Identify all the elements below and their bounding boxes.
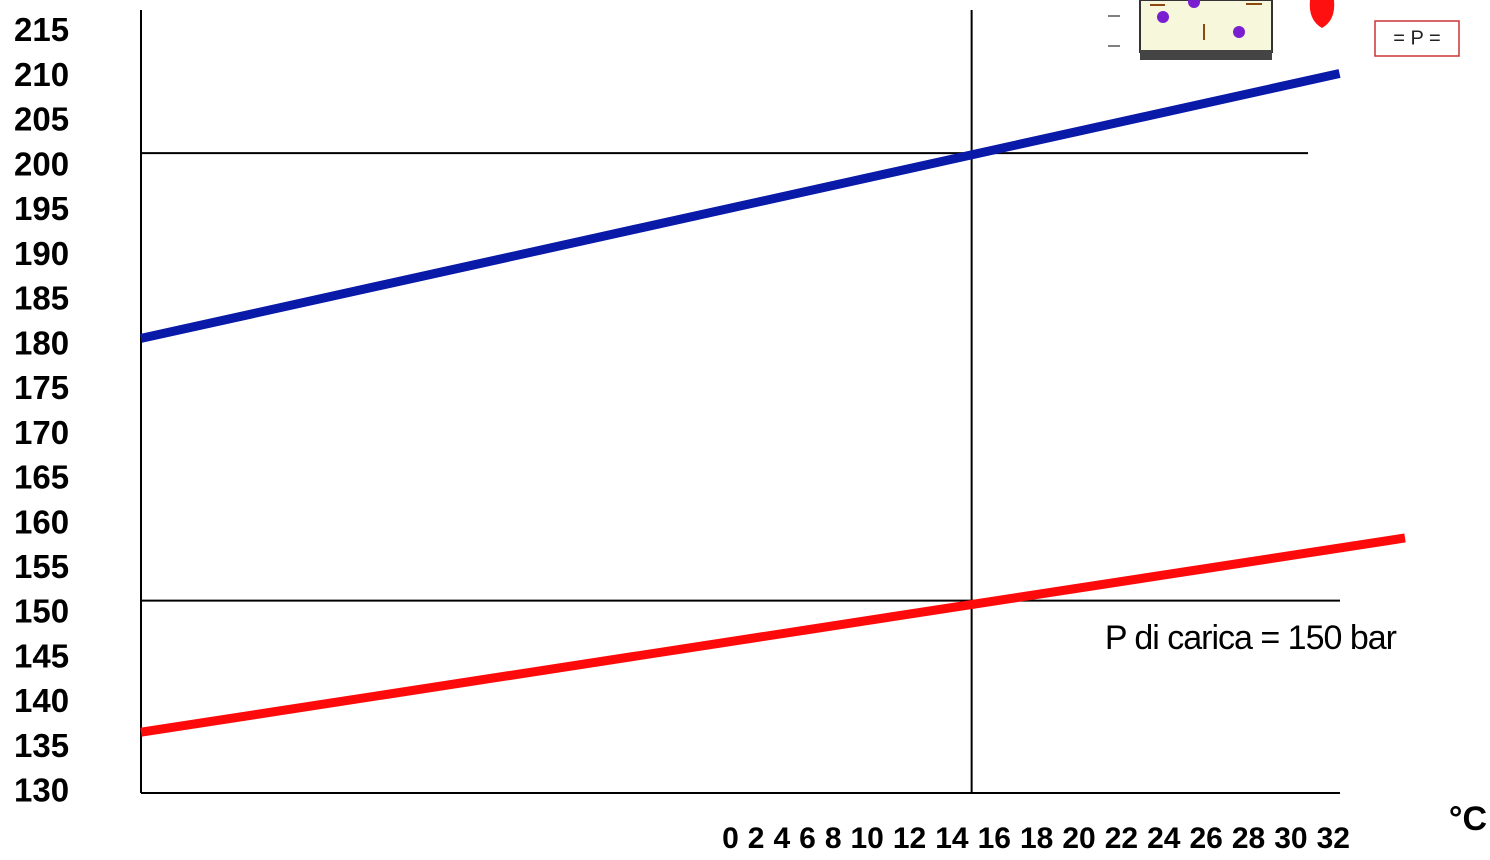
y-tick-label: 190 (14, 235, 69, 272)
y-tick-label: 185 (14, 280, 69, 317)
y-tick-label: 130 (14, 772, 69, 809)
container-icon (1108, 0, 1272, 60)
y-tick-label: 145 (14, 637, 69, 674)
x-tick-label: 30 (1274, 822, 1307, 855)
y-tick-label: 135 (14, 727, 69, 764)
x-tick-label: 32 (1317, 822, 1350, 855)
y-tick-label: 210 (14, 56, 69, 93)
x-tick-label: 0 (722, 822, 739, 855)
x-tick-label: 12 (893, 822, 926, 855)
y-tick-label: 215 (14, 11, 69, 48)
x-tick-label: 6 (799, 822, 816, 855)
x-tick-label: 2 (748, 822, 765, 855)
x-tick-label: 26 (1190, 822, 1223, 855)
x-tick-label: 14 (935, 822, 969, 855)
x-tick-label: 20 (1062, 822, 1095, 855)
chart: = P = P di carica = 150 bar °C 024681012… (0, 0, 1490, 855)
y-tick-label: 170 (14, 414, 69, 451)
y-tick-label: 155 (14, 548, 69, 585)
x-tick-label: 28 (1232, 822, 1265, 855)
y-tick-label: 200 (14, 145, 69, 182)
x-tick-label: 24 (1147, 822, 1181, 855)
series-line (141, 74, 1340, 339)
y-tick-label: 180 (14, 324, 69, 361)
y-tick-label: 160 (14, 503, 69, 540)
x-tick-label: 4 (773, 822, 790, 855)
y-tick-label: 140 (14, 682, 69, 719)
annotation: P di carica = 150 bar (1105, 619, 1397, 657)
x-tick-label: 18 (1020, 822, 1053, 855)
x-unit: °C (1449, 800, 1487, 838)
x-tick-label: 10 (851, 822, 884, 855)
y-tick-label: 175 (14, 369, 69, 406)
y-tick-label: 205 (14, 101, 69, 138)
x-tick-label: 8 (825, 822, 842, 855)
x-tick-label: 22 (1105, 822, 1138, 855)
badge-text: = P = (1393, 27, 1440, 49)
drop-icon (1310, 0, 1335, 28)
y-tick-label: 165 (14, 459, 69, 496)
y-tick-label: 195 (14, 190, 69, 227)
y-tick-label: 150 (14, 593, 69, 630)
x-tick-label: 16 (978, 822, 1011, 855)
